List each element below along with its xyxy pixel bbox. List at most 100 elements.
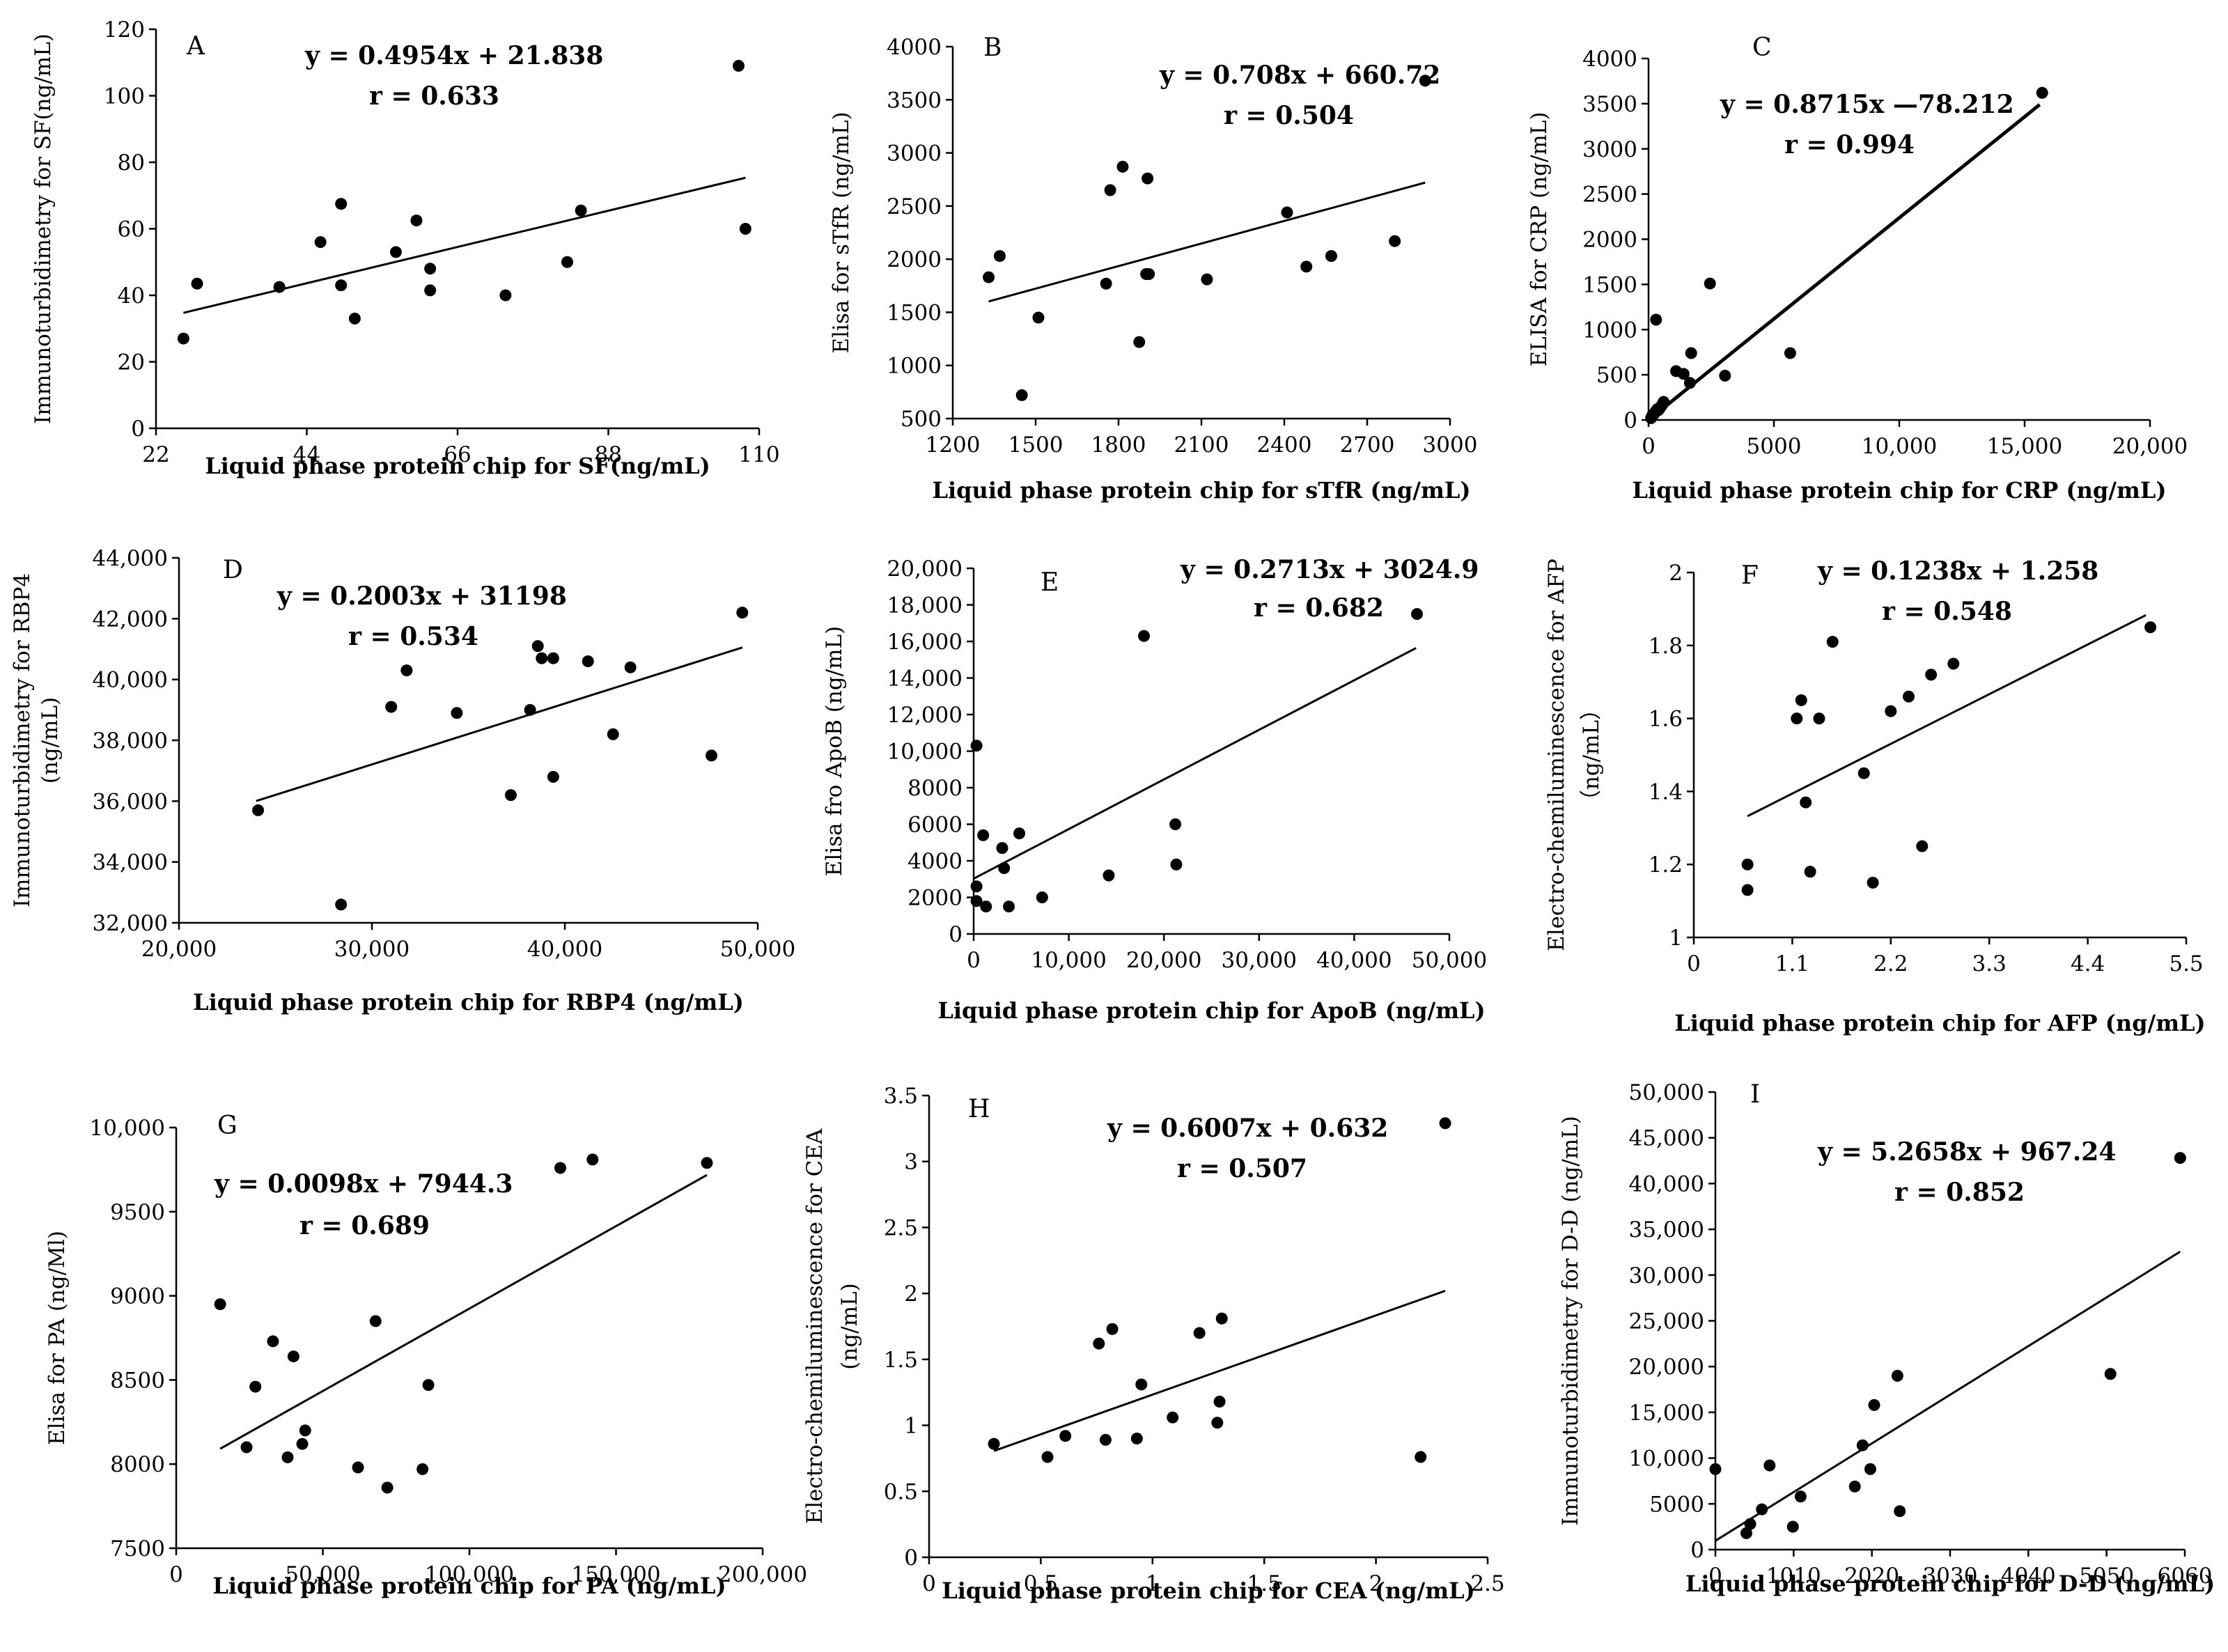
data-point [624,661,637,673]
data-point [389,246,402,258]
data-point [281,1451,294,1464]
x-tick-label: 2400 [1257,433,1312,458]
y-axis-label-unit: (ng/mL) [38,697,63,784]
y-tick-label: 1500 [887,300,942,325]
x-tick-label: 88 [595,442,622,467]
data-point [1281,206,1293,219]
x-tick-label: 2100 [1174,433,1229,458]
y-tick-label: 34,000 [93,850,168,875]
correlation-coefficient: r = 0.689 [299,1211,430,1240]
data-point [249,1380,262,1393]
x-tick-label: 150,000 [571,1562,660,1587]
data-point [1800,796,1812,809]
data-point [451,707,463,719]
panel-letter: B [983,33,1002,62]
y-tick-label: 8500 [110,1368,165,1393]
trendline [183,176,746,314]
correlation-coefficient: r = 0.633 [369,81,499,111]
x-tick-label: 6060 [2158,1564,2213,1589]
data-point [1032,311,1045,324]
data-point [586,1153,599,1166]
data-point [970,740,983,752]
x-tick-label: 0 [169,1562,183,1587]
x-tick-label: 0 [967,948,981,973]
x-tick-label: 50,000 [720,937,795,962]
data-point [1744,1518,1756,1530]
x-axis-label: Liquid phase protein chip for SF(ng/mL) [205,453,710,479]
data-point [385,701,398,713]
y-tick-label: 35,000 [1629,1217,1704,1242]
x-tick-label: 200,000 [718,1562,807,1587]
data-point [1411,608,1424,621]
data-point [335,898,348,911]
y-tick-label: 50,000 [1629,1080,1704,1105]
data-point [988,1437,1000,1450]
y-tick-label: 32,000 [93,911,168,936]
x-tick-label: 0 [922,1571,936,1596]
y-tick-label: 2000 [1582,228,1637,253]
x-tick-label: 20,000 [2112,434,2188,459]
panel-b: 500 1000 1500 2000 2500 3000 3500 4000 1200 1500 1… [829,33,1477,504]
x-tick-label: 1800 [1091,433,1146,458]
y-axis-label-unit: (ng/mL) [837,1283,862,1369]
data-point [561,256,573,268]
data-point [424,263,437,275]
regression-equation: y = 0.8715x —78.212 [1720,90,2014,119]
x-axis-label: Liquid phase protein chip for ApoB (ng/m… [937,997,1485,1024]
data-point [1135,1378,1148,1391]
regression-equation: y = 0.2713x + 3024.9 [1180,555,1479,584]
x-tick-label: 66 [444,442,471,467]
y-tick-label: 2500 [887,194,942,219]
trendline [1647,103,2041,421]
y-tick-label: 0 [131,416,145,442]
data-point [2104,1368,2117,1380]
y-axis-label: Elisa fro ApoB (ng/mL) [822,626,847,876]
y-tick-label: 10,000 [90,1116,165,1141]
x-axis-label: Liquid phase protein chip for AFP (ng/mL… [1674,1010,2205,1036]
data-point [1804,866,1816,878]
trendline [1715,1250,2181,1542]
data-point [1099,1433,1112,1446]
data-point [547,770,559,783]
y-tick-label: 120 [104,17,145,42]
x-axis-label: Liquid phase protein chip for CRP (ng/mL… [1633,477,2167,504]
data-point [1763,1459,1776,1472]
data-point [2174,1152,2186,1164]
data-point [1677,368,1690,380]
x-tick-label: 4.4 [2071,951,2105,976]
y-tick-label: 20,000 [1629,1355,1704,1380]
y-tick-label: 7500 [110,1536,165,1561]
y-tick-label: 500 [901,407,942,432]
y-tick-label: 40,000 [1629,1171,1704,1197]
y-tick-label: 2500 [1582,182,1637,208]
y-tick-label: 1.6 [1649,707,1683,732]
data-point [267,1335,279,1348]
trendline [988,181,1426,303]
panel-i: 0 5000 10,000 15,000 20,000 25,000 30,000 35,00… [1558,1080,2215,1597]
y-tick-label: 2000 [887,247,942,272]
data-point [1003,901,1015,913]
data-point [504,789,517,802]
data-point [2144,621,2157,634]
data-point [287,1350,299,1363]
panel-letter: F [1741,561,1759,590]
data-point [1133,336,1146,348]
trendline [973,647,1417,880]
trendline [219,1174,708,1450]
data-point [1791,712,1803,725]
x-tick-label: 2 [1369,1571,1383,1596]
x-tick-label: 3000 [1423,433,1478,458]
data-point [1138,630,1151,642]
data-point [499,289,512,302]
y-tick-label: 0 [1690,1538,1704,1563]
data-point [1093,1337,1105,1350]
data-point [977,829,990,841]
x-tick-label: 2.5 [1470,1571,1504,1596]
data-point [1740,1527,1752,1539]
regression-equation: y = 0.0098x + 7944.3 [214,1169,513,1199]
data-point [1947,657,1960,670]
y-tick-label: 18,000 [887,593,963,618]
x-tick-label: 0 [1687,951,1701,976]
data-point [400,664,413,677]
y-axis-label: Electro-chemiluminescence for CEA [802,1128,827,1524]
